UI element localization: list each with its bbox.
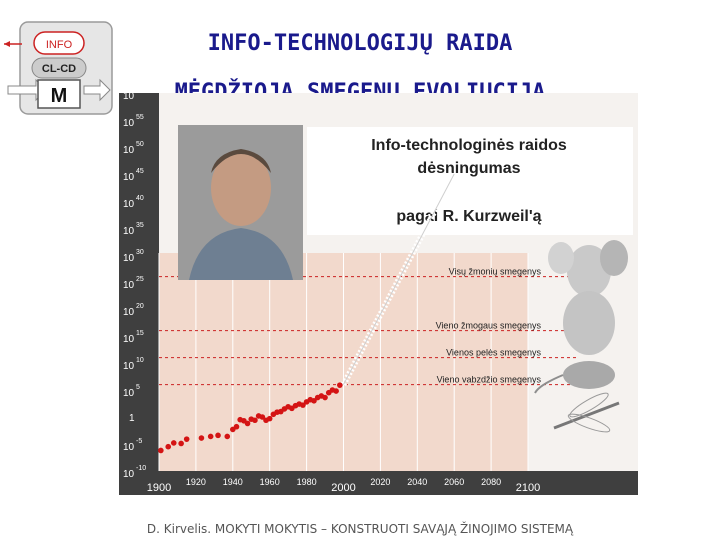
y-tick-exponent: 40 [136, 195, 144, 202]
y-tick-label: 10 [123, 334, 135, 345]
x-tick-label: 1980 [297, 477, 317, 487]
x-tick-label: 1920 [186, 477, 206, 487]
x-tick-label: 2100 [516, 482, 540, 494]
projection-trend [340, 172, 457, 386]
reference-lines: Visų žmonių smegenys Vieno žmogaus smegen… [159, 267, 579, 386]
x-tick-label: 1900 [147, 482, 171, 494]
y-tick-label: 10 [123, 253, 135, 264]
chart-title-line2: dėsningumas [417, 160, 520, 177]
y-tick-label: 10 [123, 388, 135, 399]
data-point [158, 447, 164, 454]
y-tick-exponent: -10 [136, 465, 146, 472]
y-tick-label: 10 [123, 469, 135, 480]
reference-label: Visų žmonių smegenys [449, 267, 542, 277]
data-point [311, 398, 317, 404]
x-tick-label: 2060 [444, 477, 464, 487]
y-tick-exponent: 45 [136, 168, 144, 175]
x-axis: 1900 1920 1940 1960 1980 2000 2020 2040 2060 2080… [147, 477, 540, 494]
data-point [183, 436, 190, 442]
logo-m-label: M [51, 85, 68, 107]
portrait-face [211, 150, 271, 226]
x-tick-label: 1960 [260, 477, 280, 487]
illustrations [534, 240, 628, 433]
y-tick-label: 10 [123, 93, 135, 102]
portrait-shirt [189, 228, 293, 280]
projection-line-core [343, 173, 455, 385]
y-tick-label: 10 [123, 442, 135, 453]
x-tick-label: 2080 [481, 477, 501, 487]
data-point [322, 394, 328, 401]
y-axis: 1060105510501045104010351030102510201015… [123, 93, 146, 480]
x-tick-label: 2000 [331, 482, 355, 494]
logo-clcd-label: CL-CD [42, 63, 76, 75]
logo-arrow-head [4, 41, 10, 47]
kurzweil-chart: Visų žmonių smegenys Vieno žmogaus smegen… [119, 93, 638, 495]
y-tick-exponent: 20 [136, 303, 144, 310]
y-tick-exponent: 10 [136, 357, 144, 364]
y-tick-exponent: 5 [136, 384, 140, 391]
y-tick-exponent: 35 [136, 222, 144, 229]
y-tick-label: 1 [129, 413, 135, 424]
data-point [333, 388, 339, 394]
page-title: INFO-TECHNOLOGIJŲ RAIDA [207, 30, 513, 56]
y-tick-label: 10 [123, 361, 135, 372]
y-tick-exponent: 55 [136, 114, 144, 121]
data-point [224, 433, 231, 440]
human-head-illustration [563, 291, 615, 355]
data-point [337, 382, 343, 388]
grid [158, 253, 529, 471]
y-tick-exponent: -5 [136, 438, 142, 445]
y-tick-label: 10 [123, 307, 135, 318]
logo: INFO CL-CD M [4, 21, 113, 115]
x-tick-label: 1940 [223, 477, 243, 487]
y-tick-label: 10 [123, 172, 135, 183]
data-point [259, 414, 266, 420]
y-tick-exponent: 60 [136, 93, 144, 94]
mouse-illustration [563, 361, 615, 389]
data-point [244, 420, 251, 427]
y-tick-exponent: 30 [136, 249, 144, 256]
data-point [178, 440, 184, 447]
data-point [170, 440, 177, 446]
data-point [233, 423, 240, 430]
logo-info-label: INFO [46, 39, 73, 51]
data-point [266, 415, 273, 422]
data-point [165, 443, 172, 450]
data-point [207, 433, 214, 440]
data-point [215, 432, 221, 439]
footer-text: D. Kirvelis. MOKYTI MOKYTIS – KONSTRUOTI… [146, 522, 574, 536]
y-tick-label: 10 [123, 199, 135, 210]
data-point [198, 435, 205, 441]
y-tick-exponent: 50 [136, 141, 144, 148]
chart-subtitle: pagal R. Kurzweil'ą [396, 208, 541, 225]
chart-title-line1: Info-technologinės raidos [371, 137, 567, 154]
data-point [300, 402, 306, 408]
reference-label: Vieno žmogaus smegenys [436, 321, 542, 331]
y-tick-label: 10 [123, 118, 135, 129]
data-points [158, 382, 343, 454]
y-tick-label: 10 [123, 226, 135, 237]
reference-label: Vienos pelės smegenys [446, 348, 541, 358]
dragonfly-illustration [553, 401, 620, 430]
y-tick-label: 10 [123, 280, 135, 291]
data-point [252, 417, 258, 424]
title-box [307, 127, 633, 235]
x-tick-label: 2020 [370, 477, 390, 487]
y-tick-label: 10 [123, 145, 135, 156]
y-tick-exponent: 25 [136, 276, 144, 283]
x-tick-label: 2040 [407, 477, 427, 487]
reference-label: Vieno vabzdžio smegenys [437, 375, 542, 385]
y-tick-exponent: 15 [136, 330, 144, 337]
